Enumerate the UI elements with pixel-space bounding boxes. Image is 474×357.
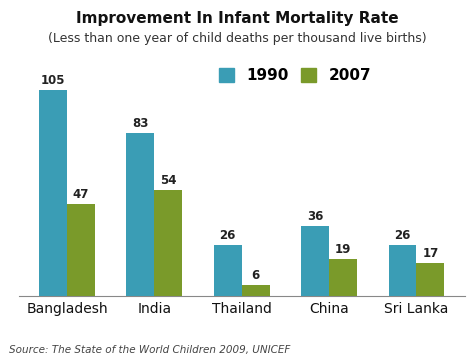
Text: 19: 19: [335, 243, 351, 256]
Text: 26: 26: [394, 229, 410, 242]
Legend: 1990, 2007: 1990, 2007: [219, 68, 371, 84]
Text: 36: 36: [307, 210, 323, 223]
Bar: [242, 285, 270, 296]
Bar: [214, 245, 242, 296]
Bar: [67, 204, 95, 296]
Text: 47: 47: [73, 188, 89, 201]
Bar: [301, 226, 329, 296]
Text: 105: 105: [41, 74, 65, 87]
Text: 83: 83: [132, 117, 148, 130]
Text: Source: The State of the World Children 2009, UNICEF: Source: The State of the World Children …: [9, 345, 291, 355]
Text: 6: 6: [252, 268, 260, 282]
Text: 26: 26: [219, 229, 236, 242]
Text: Improvement In Infant Mortality Rate: Improvement In Infant Mortality Rate: [76, 11, 398, 26]
Bar: [155, 190, 182, 296]
Bar: [127, 133, 155, 296]
Bar: [389, 245, 417, 296]
Text: 17: 17: [422, 247, 438, 260]
Text: 54: 54: [160, 174, 177, 187]
Text: (Less than one year of child deaths per thousand live births): (Less than one year of child deaths per …: [48, 32, 426, 45]
Bar: [417, 263, 445, 296]
Bar: [39, 90, 67, 296]
Bar: [329, 259, 357, 296]
